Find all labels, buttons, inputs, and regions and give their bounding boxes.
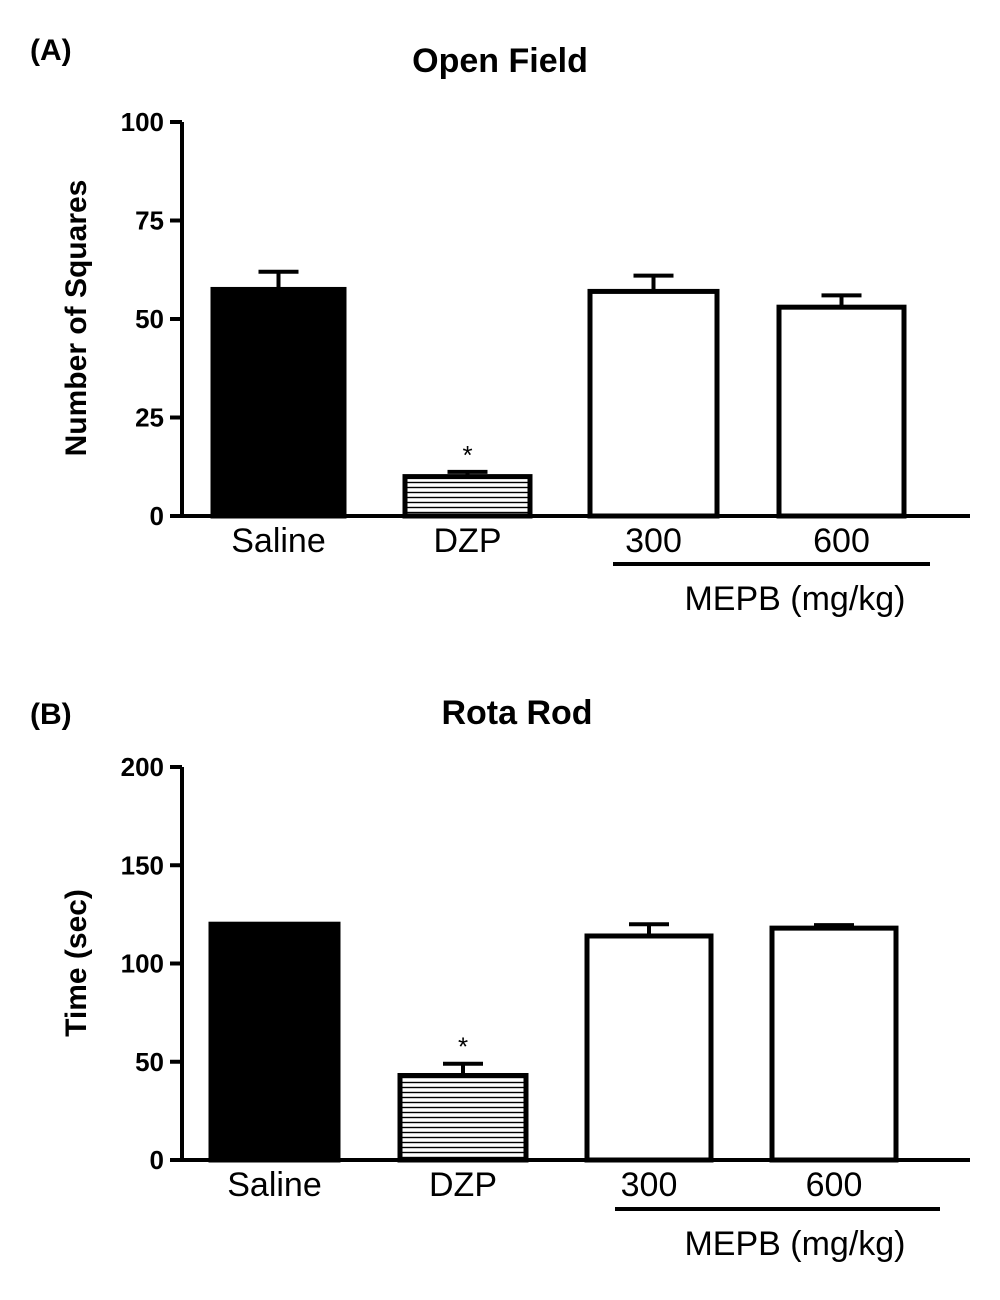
x-tick-label-b-1: Saline xyxy=(227,1166,322,1204)
y-tick-label-b-2: 50 xyxy=(135,1047,164,1077)
y-tick-label-b-4: 150 xyxy=(121,850,164,880)
x-tick-label-a-1: Saline xyxy=(231,522,326,560)
y-axis-label-a: Number of Squares xyxy=(60,180,93,457)
significance-marker-a-2: * xyxy=(462,440,472,470)
bar-b-4 xyxy=(769,925,899,1163)
y-tick-label-a-1: 0 xyxy=(150,501,164,531)
bar-b-3 xyxy=(584,933,714,1163)
group-label-b: MEPB (mg/kg) xyxy=(684,1225,905,1263)
y-tick-label-b-5: 200 xyxy=(121,752,164,782)
significance-marker-b-2: * xyxy=(458,1032,468,1062)
panel-label-a: (A) xyxy=(30,34,72,67)
chart-title-a: Open Field xyxy=(412,42,588,80)
x-tick-label-a-4: 600 xyxy=(813,522,870,560)
marks-b: * 0 50 100 150 200 Saline DZP 300 600 xyxy=(121,752,970,1211)
x-tick-label-a-2: DZP xyxy=(434,522,502,560)
panel-label-b: (B) xyxy=(30,698,72,731)
bar-a-1 xyxy=(210,286,347,519)
bar-b-2 xyxy=(397,1073,529,1163)
y-tick-label-a-3: 50 xyxy=(135,304,164,334)
group-label-a: MEPB (mg/kg) xyxy=(684,580,905,618)
rota-rod-chart: (B) Rota Rod Time (sec) MEPB (mg/kg) * 0 5… xyxy=(30,694,970,1263)
bar-a-2 xyxy=(402,474,533,519)
y-tick-label-b-3: 100 xyxy=(121,949,164,979)
y-tick-label-a-4: 75 xyxy=(135,206,164,236)
y-tick-label-a-5: 100 xyxy=(121,107,164,137)
y-axis-label-b: Time (sec) xyxy=(60,889,93,1037)
bar-b-1 xyxy=(208,921,341,1163)
y-tick-label-b-1: 0 xyxy=(150,1145,164,1175)
x-tick-label-b-4: 600 xyxy=(806,1166,863,1204)
marks-a: * 0 25 50 75 100 Saline DZP 300 600 xyxy=(121,107,970,566)
chart-title-b: Rota Rod xyxy=(441,694,592,732)
bar-a-4 xyxy=(776,304,907,519)
x-tick-label-b-3: 300 xyxy=(621,1166,678,1204)
x-tick-label-a-3: 300 xyxy=(625,522,682,560)
y-tick-label-a-2: 25 xyxy=(135,403,164,433)
x-tick-label-b-2: DZP xyxy=(429,1166,497,1204)
bar-a-3 xyxy=(587,288,720,519)
open-field-chart: (A) Open Field Number of Squares MEPB (m… xyxy=(30,34,970,618)
